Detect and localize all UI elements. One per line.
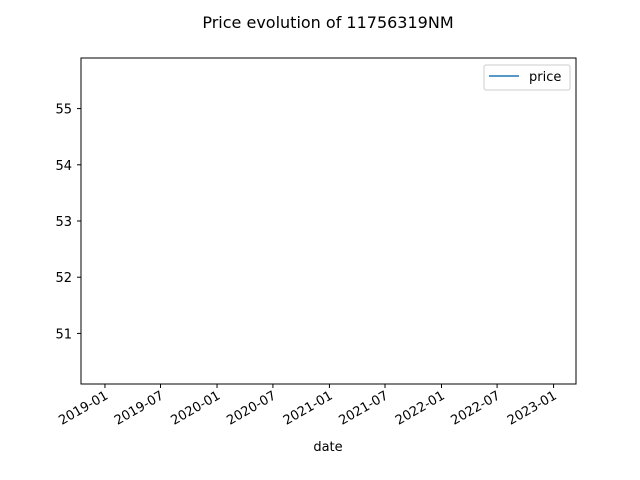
y-tick-label-4: 55 (55, 103, 72, 118)
legend: price (483, 64, 571, 91)
y-axis-ticks: 51 52 53 54 55 (55, 103, 81, 342)
y-tick-label-3: 54 (55, 159, 72, 174)
plot-area (80, 57, 577, 385)
y-tick-label-1: 52 (55, 271, 72, 286)
legend-box (483, 64, 571, 91)
y-tick-label-2: 53 (55, 215, 72, 230)
y-tick-label-0: 51 (55, 327, 72, 342)
x-axis-label: date (313, 440, 342, 455)
legend-label-price: price (529, 70, 561, 85)
chart-title: Price evolution of 11756319NM (202, 13, 453, 32)
